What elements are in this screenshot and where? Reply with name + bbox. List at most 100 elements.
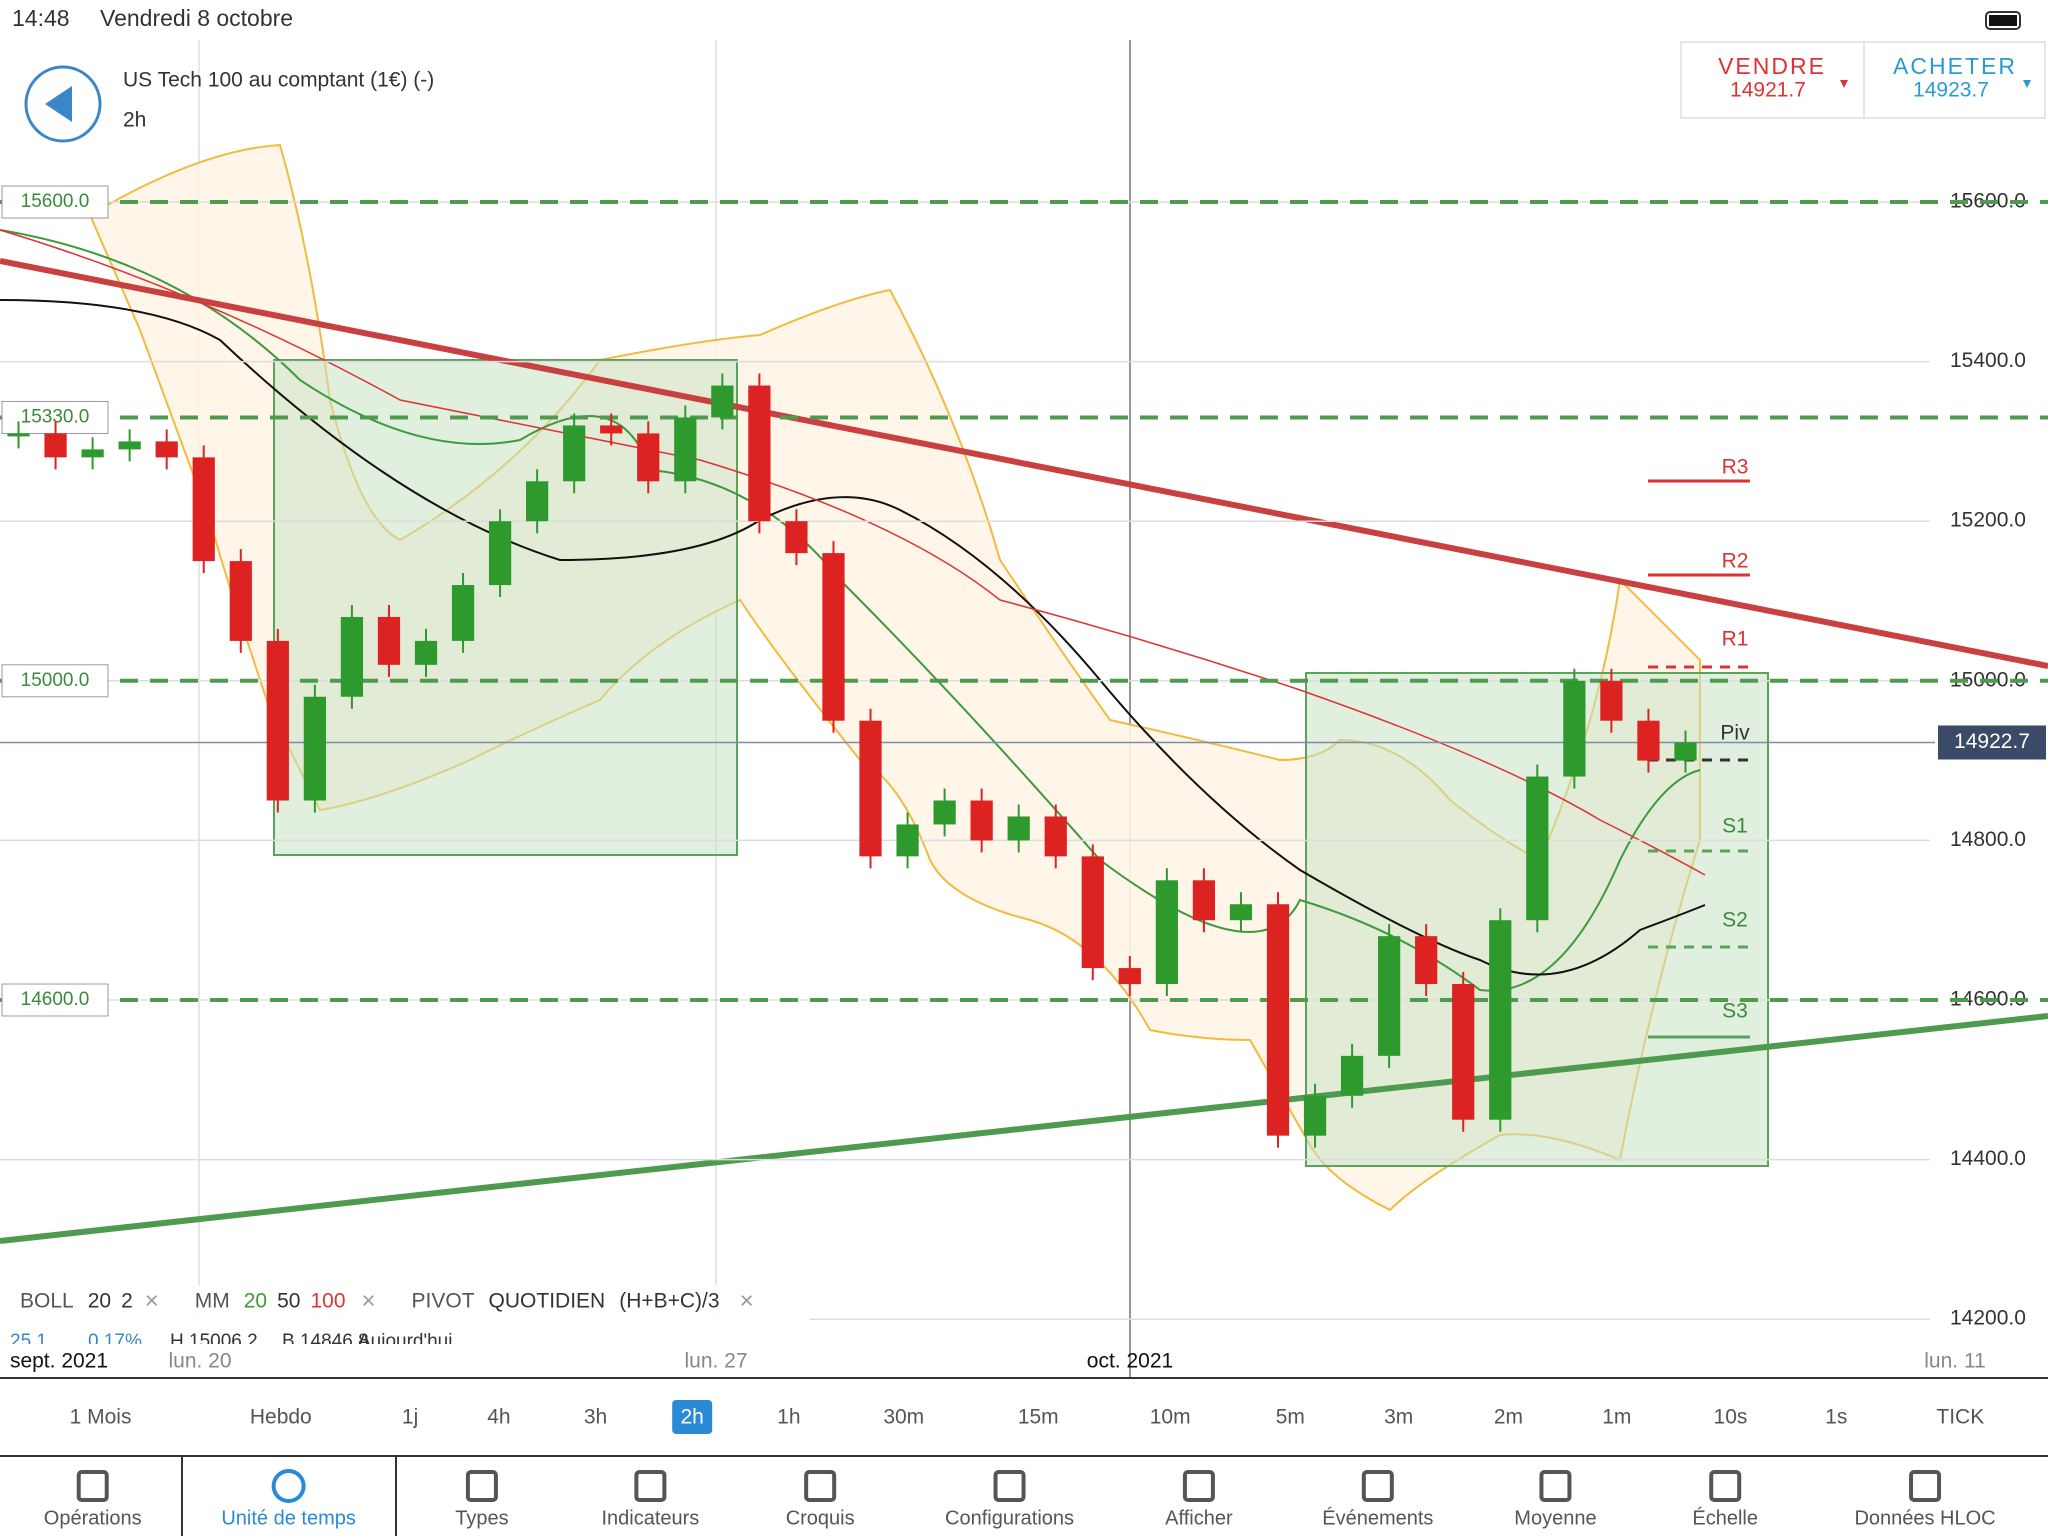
- candle: [1007, 816, 1030, 841]
- tab-icon: [1182, 1470, 1215, 1502]
- date-axis: sept. 2021 lun. 20 lun. 27 oct. 2021 lun. 11: [10, 1350, 1986, 1373]
- date-label: lun. 11: [1924, 1350, 1986, 1373]
- candle: [155, 441, 178, 458]
- tab-icon: [1539, 1470, 1572, 1502]
- pivot-label: R2: [1722, 550, 1749, 573]
- timeframe-option[interactable]: Hebdo: [250, 1406, 312, 1429]
- selected-tab: [181, 1455, 397, 1536]
- indicators: BOLL 20 2 × MM 20 50 100 × PIVOT QUOTIDIEN (H+B+C)/…: [0, 1287, 820, 1377]
- trend-resistance: [0, 258, 2048, 669]
- indicator-text: BOLL: [20, 1290, 74, 1313]
- candle: [1266, 904, 1290, 1136]
- candles: [7, 373, 1697, 1148]
- timeframe-option[interactable]: TICK: [1936, 1406, 1984, 1429]
- candle: [1340, 1055, 1364, 1096]
- tab-label[interactable]: Données HLOC: [1854, 1507, 1995, 1529]
- tab-label[interactable]: Moyenne: [1514, 1507, 1596, 1529]
- candle: [1674, 742, 1697, 761]
- tab-bar: Opérations Unité de temps Types Indicateurs…: [44, 1455, 1996, 1536]
- candle: [970, 800, 993, 841]
- candle: [488, 521, 512, 586]
- candle: [933, 800, 956, 825]
- tab-label[interactable]: Afficher: [1165, 1507, 1233, 1529]
- candle: [1192, 880, 1216, 921]
- candle: [600, 425, 623, 434]
- tab-label[interactable]: Types: [455, 1507, 508, 1529]
- timeframe: 2h: [123, 109, 146, 132]
- tab-label[interactable]: Configurations: [945, 1507, 1074, 1529]
- trade-box: [1680, 41, 2046, 119]
- remove-button[interactable]: ×: [740, 1287, 754, 1314]
- indicator-text: 2: [121, 1290, 133, 1313]
- candle: [7, 433, 30, 437]
- instrument: US Tech 100 au comptant (1€) (-): [123, 69, 434, 92]
- timeframe-option[interactable]: 3m: [1384, 1406, 1413, 1429]
- candle: [1600, 680, 1623, 721]
- timeframe-option[interactable]: 10m: [1150, 1406, 1191, 1429]
- candle: [377, 616, 401, 665]
- buy-price: 14923.7: [1913, 79, 1989, 102]
- timeframe-option[interactable]: 1s: [1825, 1406, 1847, 1429]
- pivot-label: R3: [1722, 456, 1749, 479]
- buy-button[interactable]: ACHETER 14923.7: [1893, 53, 2031, 102]
- y-tick-label: 15400.0: [1950, 349, 2026, 372]
- tab-icon: [76, 1470, 109, 1502]
- tab-icon: [993, 1470, 1026, 1502]
- timeframe-option[interactable]: 30m: [883, 1406, 924, 1429]
- remove-button[interactable]: ×: [145, 1287, 159, 1314]
- battery: [1985, 11, 2021, 30]
- tab-label[interactable]: Unité de temps: [221, 1507, 356, 1529]
- indicator-text: 100: [310, 1290, 345, 1313]
- timeframe-option[interactable]: 4h: [487, 1406, 510, 1429]
- candle: [1637, 720, 1660, 761]
- level-label: 15600.0: [21, 191, 90, 212]
- status-date: Vendredi 8 octobre: [100, 5, 293, 31]
- info-mask: [0, 1344, 820, 1377]
- timeframe-option[interactable]: 2h: [681, 1406, 704, 1429]
- mm50: [0, 299, 1706, 976]
- candle: [1489, 920, 1512, 1120]
- timeframe-option[interactable]: 3h: [584, 1406, 607, 1429]
- tab-label[interactable]: Indicateurs: [601, 1507, 699, 1529]
- level-label: 14600.0: [21, 989, 90, 1010]
- arrow: [1840, 80, 1848, 88]
- tab-label[interactable]: Échelle: [1692, 1506, 1758, 1529]
- date-label: sept. 2021: [10, 1350, 108, 1373]
- tab-label[interactable]: Opérations: [44, 1507, 142, 1529]
- candle: [44, 433, 67, 458]
- sell-button[interactable]: VENDRE 14921.7: [1718, 53, 1848, 102]
- timeframe-option[interactable]: 2m: [1494, 1406, 1523, 1429]
- sell-label: VENDRE: [1718, 53, 1826, 79]
- indicator-text: (H+B+C)/3: [619, 1290, 719, 1313]
- indicator-text: 20: [88, 1290, 111, 1313]
- candle: [1378, 936, 1401, 1056]
- tab-icon: [1709, 1470, 1742, 1502]
- timeframe-option[interactable]: 15m: [1018, 1406, 1059, 1429]
- arrow: [2023, 80, 2031, 88]
- tab-icon: [271, 1469, 306, 1503]
- tab-icon: [804, 1470, 837, 1502]
- timeframe-option[interactable]: 5m: [1276, 1406, 1305, 1429]
- candle: [822, 553, 845, 721]
- timeframe-option[interactable]: 1h: [777, 1406, 800, 1429]
- candle: [1081, 856, 1104, 969]
- remove-button[interactable]: ×: [362, 1287, 376, 1314]
- timeframe-option[interactable]: 1m: [1602, 1406, 1631, 1429]
- candle: [563, 425, 586, 482]
- timeframe-option[interactable]: 1j: [402, 1406, 418, 1429]
- status-time: 14:48: [12, 5, 70, 31]
- candle: [674, 417, 697, 482]
- pivots: R3 R2 R1 Piv S1 S2 S3: [1720, 456, 1750, 1023]
- timeframe-option[interactable]: 10s: [1714, 1406, 1748, 1429]
- candle: [1229, 904, 1253, 921]
- candle: [748, 385, 771, 522]
- candle: [266, 640, 289, 801]
- timeframe-bar: 1 Mois Hebdo 1j 4h 3h 2h 1h 30m 15m 10m 5m 3m 2m 1m 10…: [70, 1400, 1984, 1434]
- level-tag: [1, 983, 109, 1017]
- tab-label[interactable]: Croquis: [786, 1507, 855, 1529]
- zone-box: [273, 359, 738, 856]
- pivot-label: S2: [1722, 909, 1748, 932]
- tab-label[interactable]: Événements: [1322, 1506, 1433, 1529]
- timeframe-option[interactable]: 1 Mois: [70, 1406, 132, 1429]
